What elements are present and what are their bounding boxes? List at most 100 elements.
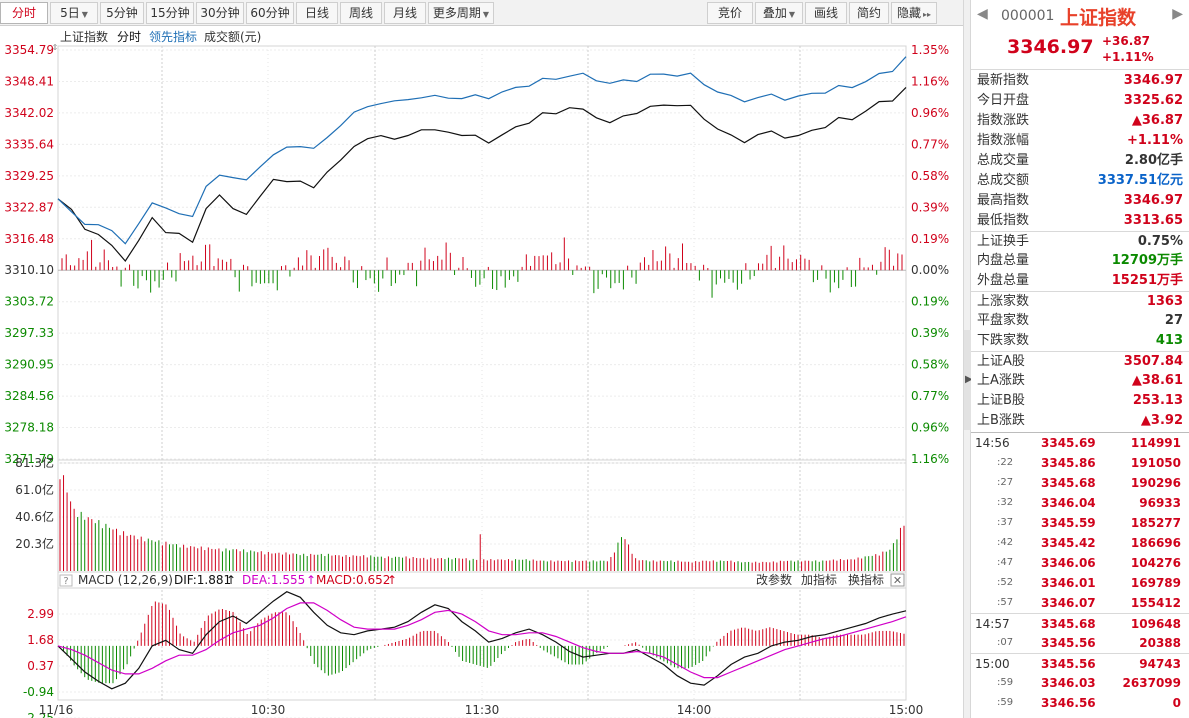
stat-label: 最低指数 bbox=[977, 213, 1030, 228]
tool-button-0[interactable]: 竞价 bbox=[707, 2, 753, 24]
tick-price: 3345.68 bbox=[1041, 476, 1096, 490]
tick-row[interactable]: :07 3345.56 20388 bbox=[971, 633, 1189, 653]
percent-tick-label: 0.96% bbox=[911, 106, 949, 120]
tick-volume: 0 bbox=[1172, 696, 1181, 710]
time-tick-label: 11/16 bbox=[39, 703, 74, 717]
tick-row[interactable]: :42 3345.42 186696 bbox=[971, 533, 1189, 553]
price-tick-label: 3329.25 bbox=[4, 169, 54, 183]
percent-tick-label: 0.77% bbox=[911, 137, 949, 151]
tick-time: :57 bbox=[997, 597, 1014, 608]
macd-tick-label: 0.37 bbox=[27, 659, 54, 673]
tick-row[interactable]: :37 3345.59 185277 bbox=[971, 513, 1189, 533]
intraday-chart[interactable]: 3354.79 1.35% 3348.41 1.16% 3342.02 0.96% 3335… bbox=[0, 26, 963, 718]
tick-row[interactable]: 14:57 3345.68 109648 bbox=[971, 613, 1189, 633]
stat-label: 今日开盘 bbox=[977, 93, 1030, 108]
help-icon: ? bbox=[63, 576, 68, 587]
macd-action-2[interactable]: 换指标 bbox=[848, 572, 884, 587]
tick-time: :47 bbox=[997, 557, 1014, 568]
period-tab-5[interactable]: 60分钟 bbox=[246, 2, 294, 24]
percent-tick-label: 0.96% bbox=[911, 421, 949, 435]
tick-time: 14:57 bbox=[975, 617, 1010, 631]
price-tick-label: 3354.79 bbox=[4, 43, 54, 57]
tool-button-4[interactable]: 隐藏 ▸▸ bbox=[891, 2, 937, 24]
tick-time: :59 bbox=[997, 677, 1014, 688]
tick-price: 3346.07 bbox=[1041, 596, 1096, 610]
splitter-handle[interactable] bbox=[964, 330, 972, 430]
tick-price: 3346.06 bbox=[1041, 556, 1096, 570]
price-tick-label: 3303.72 bbox=[4, 295, 54, 309]
stat-value: 413 bbox=[1155, 333, 1183, 348]
macd-action-0[interactable]: 改参数 bbox=[756, 572, 792, 587]
stat-label: 外盘总量 bbox=[977, 273, 1030, 288]
volume-tick-label: 61.0亿 bbox=[15, 482, 54, 497]
tick-row[interactable]: :27 3345.68 190296 bbox=[971, 473, 1189, 493]
stat-row: 指数涨幅 +1.11% bbox=[971, 131, 1189, 151]
price-tick-label: 3310.10 bbox=[4, 263, 54, 277]
macd-tick-label: 2.99 bbox=[27, 607, 54, 621]
tick-row[interactable]: :57 3346.07 155412 bbox=[971, 593, 1189, 613]
tick-volume: 155412 bbox=[1130, 596, 1181, 610]
tick-price: 3345.86 bbox=[1041, 456, 1096, 470]
tick-time: :42 bbox=[997, 537, 1014, 548]
macd-tick-label: 1.68 bbox=[27, 633, 54, 647]
price-change: +36.87 +1.11% bbox=[1102, 33, 1154, 65]
stat-value: 3313.65 bbox=[1123, 213, 1183, 228]
tick-row[interactable]: :59 3346.03 2637099 bbox=[971, 673, 1189, 693]
tool-button-3[interactable]: 简约 bbox=[849, 2, 889, 24]
tick-price: 3346.04 bbox=[1041, 496, 1096, 510]
stat-value: 3346.97 bbox=[1123, 193, 1183, 208]
tool-button-label: 简约 bbox=[856, 6, 881, 20]
tick-list[interactable]: 14:56 3345.69 114991:22 3345.86 191050:27 334… bbox=[971, 432, 1189, 713]
period-tab-7[interactable]: 周线 bbox=[340, 2, 382, 24]
volume-tick-label: 81.3亿 bbox=[15, 455, 54, 470]
period-tab-1[interactable]: 5日 ▼ bbox=[50, 2, 98, 24]
tick-row[interactable]: :52 3346.01 169789 bbox=[971, 573, 1189, 593]
stat-label: 总成交额 bbox=[977, 173, 1030, 188]
tool-button-1[interactable]: 叠加 ▼ bbox=[755, 2, 803, 24]
change-value: +36.87 bbox=[1102, 34, 1151, 48]
tick-time: :52 bbox=[997, 577, 1014, 588]
period-tab-6[interactable]: 日线 bbox=[296, 2, 338, 24]
legend-label: 分时 bbox=[117, 30, 141, 44]
tick-row[interactable]: :32 3346.04 96933 bbox=[971, 493, 1189, 513]
tick-row[interactable]: :47 3346.06 104276 bbox=[971, 553, 1189, 573]
tick-row[interactable]: 15:00 3345.56 94743 bbox=[971, 653, 1189, 673]
tool-button-2[interactable]: 画线 bbox=[805, 2, 847, 24]
dif-line bbox=[57, 591, 907, 690]
stat-row: 内盘总量 12709万手 bbox=[971, 251, 1189, 271]
period-tab-0[interactable]: 分时 bbox=[0, 2, 48, 24]
stat-value: 15251万手 bbox=[1111, 273, 1183, 288]
macd-legend-label: MACD (12,26,9) bbox=[78, 573, 173, 587]
period-tab-9[interactable]: 更多周期 ▼ bbox=[428, 2, 494, 24]
dropdown-arrow-icon: ▼ bbox=[482, 10, 490, 19]
period-tab-2[interactable]: 5分钟 bbox=[100, 2, 144, 24]
help-icon-frame bbox=[59, 574, 73, 587]
stat-label: 上证A股 bbox=[977, 354, 1025, 369]
panel-splitter[interactable]: ▶ bbox=[963, 0, 973, 718]
tick-row[interactable]: :22 3345.86 191050 bbox=[971, 453, 1189, 473]
period-tab-8[interactable]: 月线 bbox=[384, 2, 426, 24]
price-tick-label: 3342.02 bbox=[4, 106, 54, 120]
stat-value: 27 bbox=[1164, 313, 1183, 328]
stat-value: ▲38.61 bbox=[1131, 373, 1183, 388]
dea-line bbox=[57, 602, 907, 679]
prev-stock-icon[interactable]: ◀ bbox=[977, 6, 988, 22]
collapse-arrow-icon[interactable]: ▶ bbox=[965, 374, 973, 385]
stat-value: 3337.51亿元 bbox=[1097, 173, 1183, 188]
macd-action-1[interactable]: 加指标 bbox=[801, 572, 837, 587]
period-tab-3[interactable]: 15分钟 bbox=[146, 2, 194, 24]
stat-row: 总成交量 2.80亿手 bbox=[971, 151, 1189, 171]
close-icon[interactable]: ✕ bbox=[893, 574, 902, 587]
period-tab-label: 更多周期 bbox=[432, 6, 481, 20]
stat-value: 3507.84 bbox=[1123, 354, 1183, 369]
tick-price: 3346.03 bbox=[1041, 676, 1096, 690]
next-stock-icon[interactable]: ▶ bbox=[1172, 6, 1183, 22]
percent-tick-label: 1.35% bbox=[911, 43, 949, 57]
up-arrow-icon: ↑ bbox=[387, 573, 397, 587]
period-tab-4[interactable]: 30分钟 bbox=[196, 2, 244, 24]
period-tab-label: 15分钟 bbox=[150, 6, 190, 20]
hide-arrows-icon: ▸▸ bbox=[922, 10, 932, 19]
tick-row[interactable]: 14:56 3345.69 114991 bbox=[971, 433, 1189, 453]
tick-row[interactable]: :59 3346.56 0 bbox=[971, 693, 1189, 713]
